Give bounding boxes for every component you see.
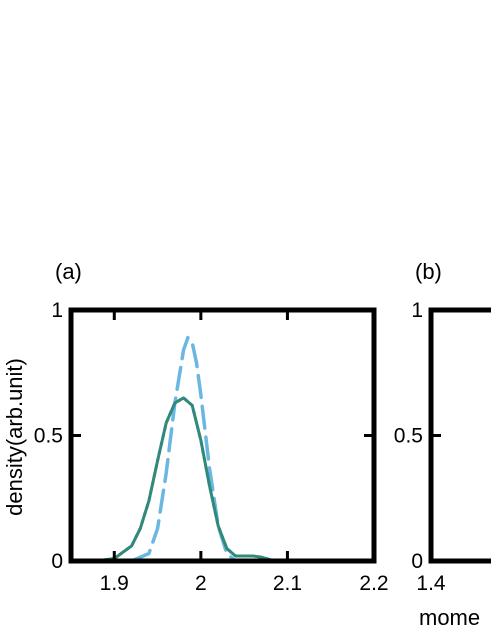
y-tick-label: 0.5: [34, 425, 63, 448]
series-line-3: [95, 396, 281, 563]
panel-a: (a) density(arb.unit) 1.9 2 2.1 2.2 0 0.5 1: [2, 259, 389, 595]
series-line-2: [95, 396, 281, 563]
x-axis-label: mome: [419, 605, 480, 630]
y-axis-label: density(arb.unit): [2, 358, 27, 516]
x-tick-label: 2.2: [359, 572, 388, 595]
x-tick-label: 1.9: [100, 572, 129, 595]
panel-a-ticks: 1.9 2 2.1 2.2 0 0.5 1: [34, 299, 389, 595]
panel-b: (b) 0 0.5 1 1.4 mome: [394, 259, 491, 630]
panel-b-ticks: 0 0.5 1 1.4: [394, 299, 446, 595]
x-tick-label: 2: [195, 572, 207, 595]
panel-a-frame: [68, 307, 377, 564]
y-tick-label: 0.5: [394, 425, 423, 448]
y-tick-label: 1: [51, 299, 63, 322]
y-tick-label: 1: [411, 299, 423, 322]
panel-a-label: (a): [55, 259, 82, 284]
x-tick-label: 1.4: [416, 572, 446, 595]
panel-a-series: [95, 335, 281, 563]
panel-b-label: (b): [415, 259, 442, 284]
x-tick-label: 2.1: [273, 572, 302, 595]
y-tick-label: 0: [51, 550, 63, 573]
y-tick-label: 0: [411, 550, 423, 573]
